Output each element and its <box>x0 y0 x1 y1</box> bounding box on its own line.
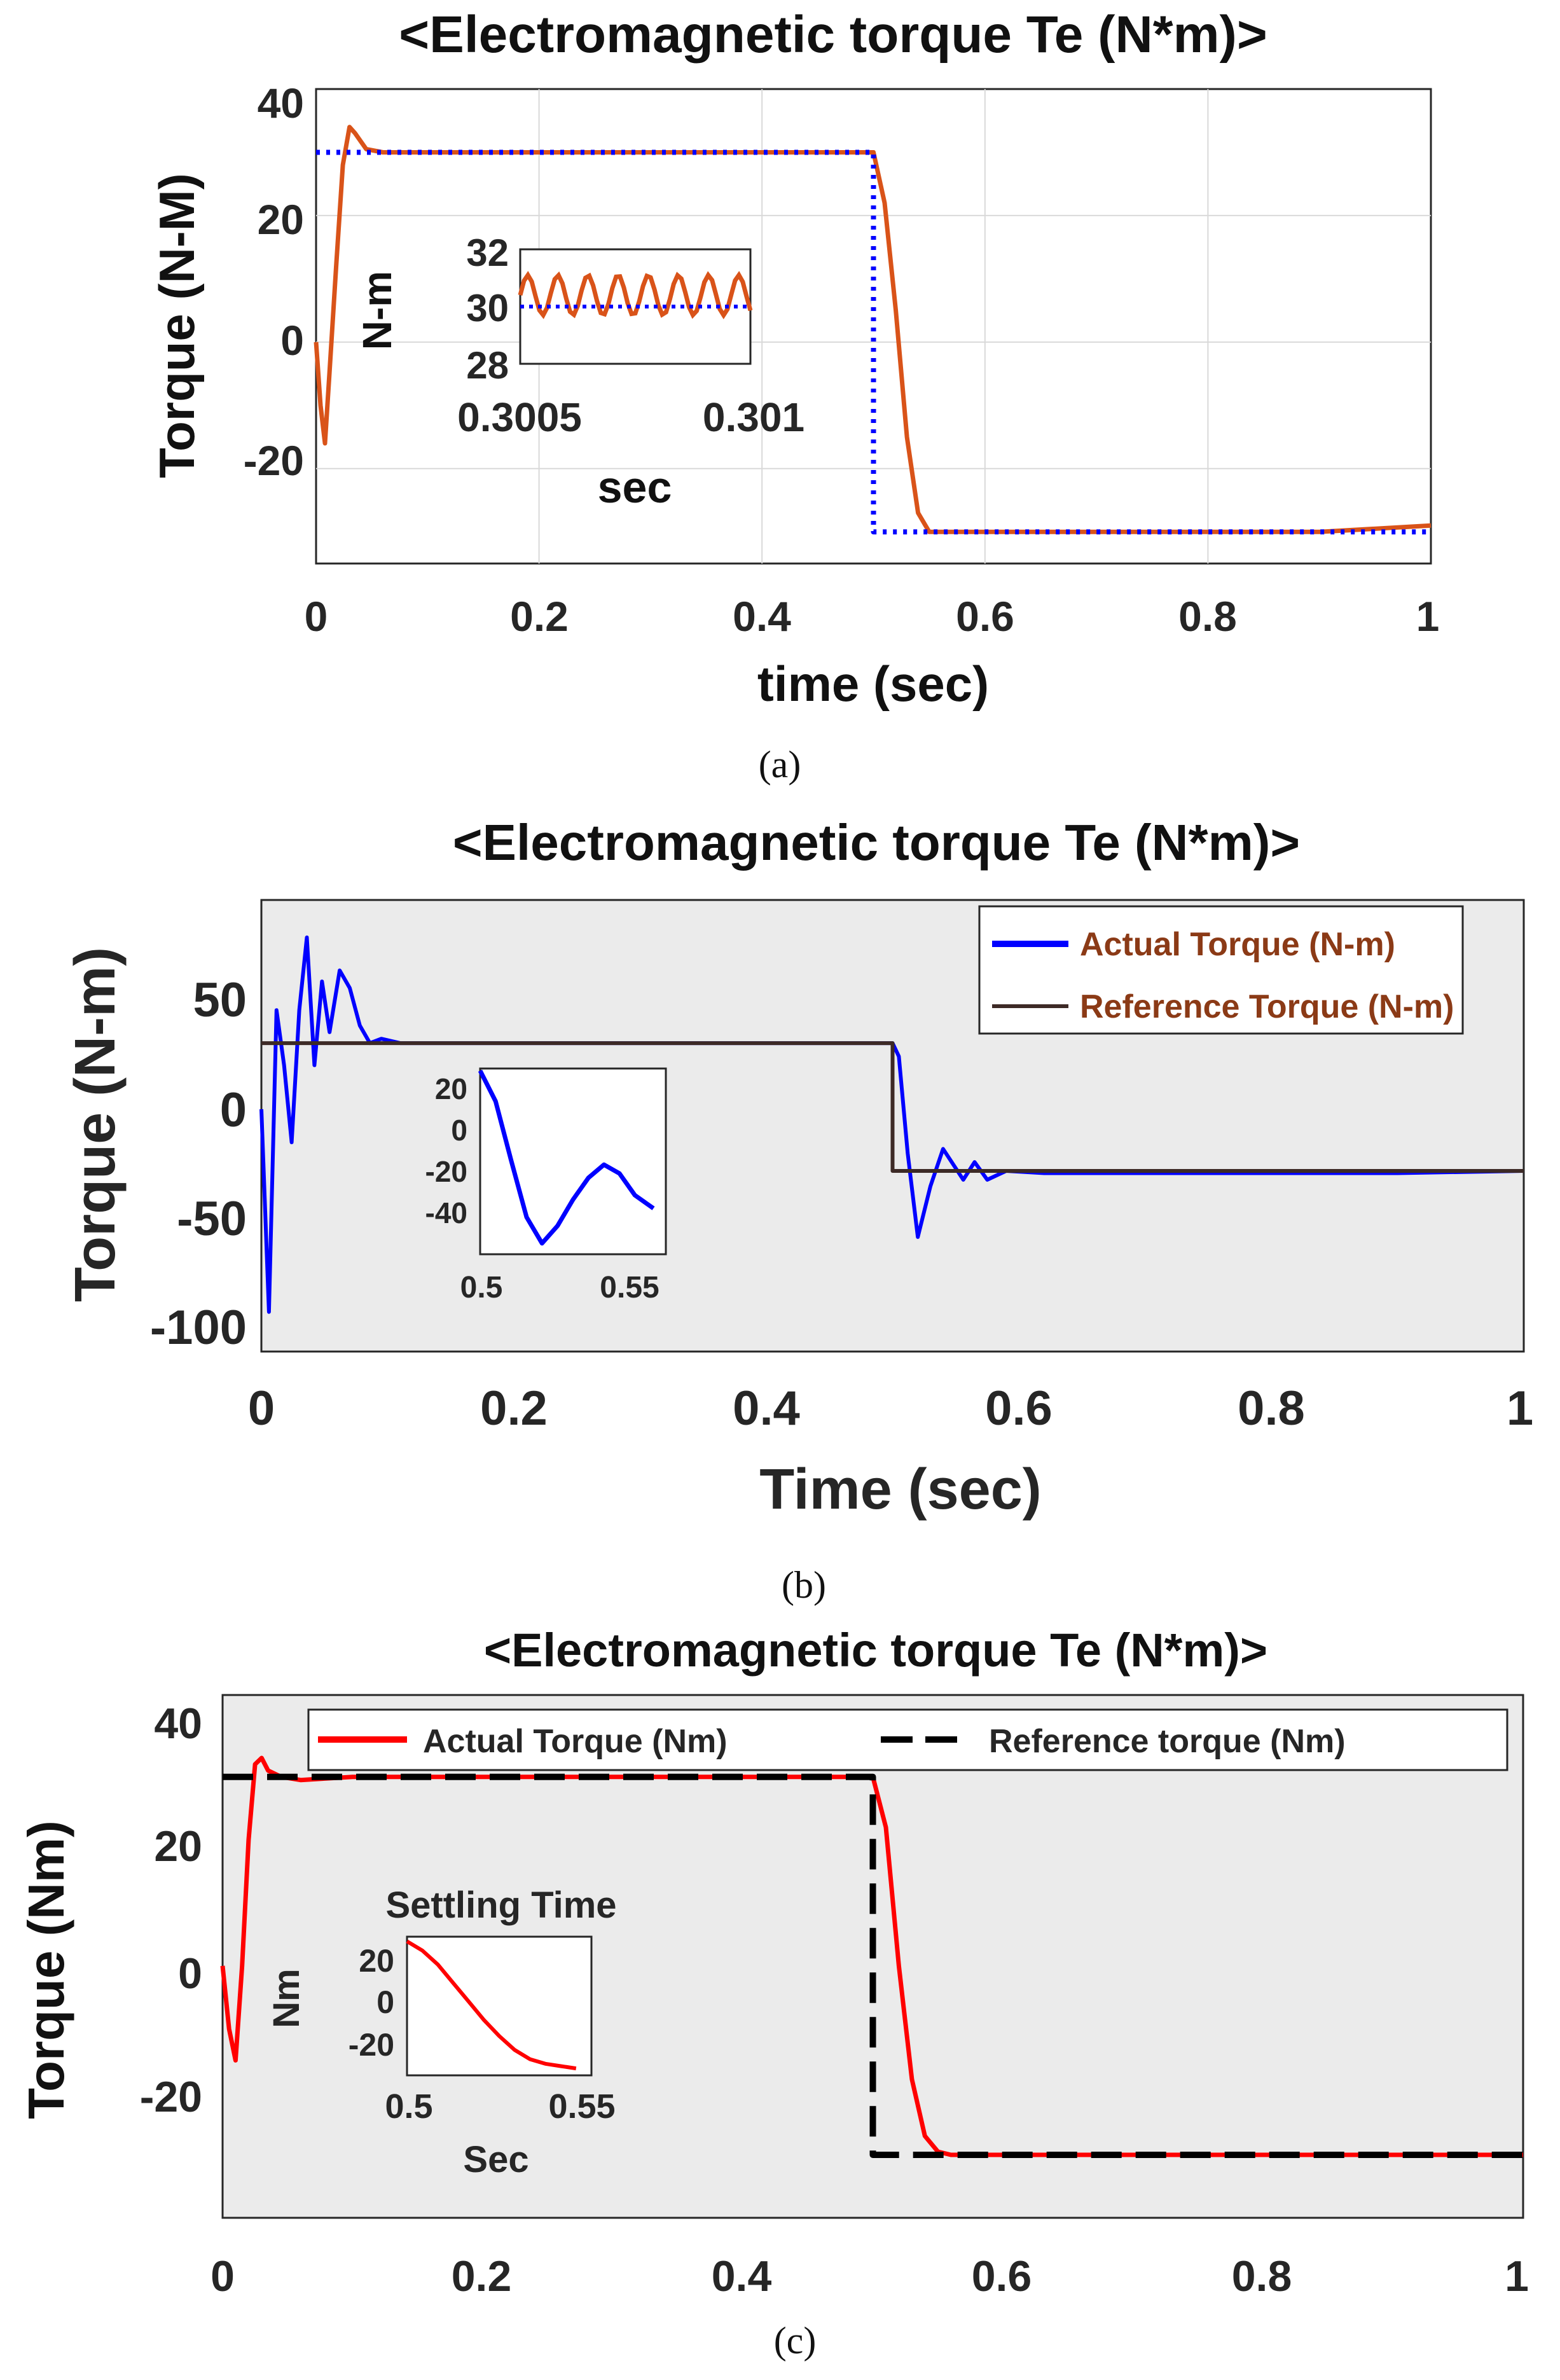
panel-c-inset-actual-line <box>406 1939 577 2071</box>
panel-a-inset-y-tick: 28 <box>466 344 509 387</box>
panel-a-x-tick: 0.2 <box>510 593 569 640</box>
panel-b-y-ticks: 50 0 -50 -100 <box>150 973 247 1355</box>
panel-a-x-tick: 1 <box>1416 593 1440 640</box>
panel-c-inset-x-label: Sec <box>463 2139 528 2180</box>
panel-a-inset-actual-line <box>518 270 753 320</box>
panel-c-legend-label: Reference torque (Nm) <box>989 1723 1346 1760</box>
panel-a-grid <box>316 89 1431 564</box>
panel-b-inset-x-tick: 0.55 <box>600 1271 659 1304</box>
panel-b-inset <box>479 1067 667 1256</box>
panel-a-title: <Electromagnetic torque Te (N*m)> <box>399 6 1267 64</box>
panel-b-caption: (b) <box>782 1564 826 1606</box>
panel-c-inset-y-tick: 20 <box>359 1943 394 1979</box>
panel-b-x-tick: 0.2 <box>480 1381 548 1436</box>
panel-c-y-tick: 20 <box>154 1822 202 1871</box>
panel-b-x-tick: 0.6 <box>985 1381 1053 1436</box>
panel-b-x-tick: 0.8 <box>1238 1381 1305 1436</box>
panel-c-x-tick: 0.8 <box>1232 2252 1292 2300</box>
panel-b-inset-y-tick: 20 <box>435 1072 467 1105</box>
panel-a-x-ticks: 0 0.2 0.4 0.6 0.8 1 <box>305 593 1440 640</box>
panel-b-series-reference-line <box>261 1041 1524 1173</box>
panel-c-y-ticks: 40 20 0 -20 <box>140 1699 202 2121</box>
panel-c-y-label: Torque (Nm) <box>18 1820 74 2119</box>
panel-c-x-tick: 0.4 <box>712 2252 772 2300</box>
panel-c-y-tick: -20 <box>140 2073 202 2121</box>
panel-c-inset-series <box>406 1939 577 2071</box>
panel-b: <Electromagnetic torque Te (N*m)> 0 0.2 … <box>64 814 1533 1606</box>
panel-a-inset-x-tick: 0.301 <box>703 394 804 440</box>
panel-a-x-label: time (sec) <box>757 656 989 712</box>
panel-b-y-label: Torque (N-m) <box>64 947 127 1302</box>
panel-c-series <box>220 1755 1523 2158</box>
panel-c-inset-y-tick: 0 <box>376 1984 394 2020</box>
panel-c-inset-y-label: Nm <box>266 1968 307 2028</box>
panel-b-x-tick: 1 <box>1507 1381 1533 1436</box>
panel-c-y-tick: 40 <box>154 1699 202 1748</box>
panel-c-y-tick: 0 <box>178 1949 202 1998</box>
panel-b-inset-y-tick: -40 <box>425 1196 467 1229</box>
panel-a-inset-y-label: N-m <box>354 271 400 350</box>
panel-b-legend <box>978 905 1464 1035</box>
panel-c-x-tick: 0.2 <box>452 2252 512 2300</box>
panel-c-series-reference-line <box>223 1773 1523 2158</box>
panel-b-x-tick: 0.4 <box>733 1381 800 1436</box>
panel-b-x-label: Time (sec) <box>759 1458 1042 1521</box>
panel-b-x-tick: 0 <box>248 1381 275 1436</box>
panel-b-inset-y-tick: 0 <box>451 1114 467 1147</box>
panel-a-x-tick: 0.8 <box>1178 593 1237 640</box>
panel-a-y-tick: -20 <box>244 437 304 484</box>
panel-c-legend-label: Actual Torque (Nm) <box>423 1723 728 1760</box>
panel-a-y-tick: 20 <box>258 196 304 243</box>
panel-c-inset <box>406 1935 593 2077</box>
panel-c-x-tick: 0 <box>211 2252 235 2300</box>
panel-b-x-ticks: 0 0.2 0.4 0.6 0.8 1 <box>248 1381 1533 1436</box>
panel-b-y-tick: -100 <box>150 1301 247 1355</box>
panel-b-y-tick: 50 <box>193 973 247 1027</box>
panel-b-y-tick: -50 <box>177 1192 247 1246</box>
panel-a-series <box>314 125 1432 535</box>
panel-a-x-tick: 0.4 <box>733 593 791 640</box>
panel-a-y-tick: 0 <box>280 317 304 364</box>
panel-b-legend-label: Actual Torque (N-m) <box>1080 926 1395 963</box>
panel-a-y-ticks: 40 20 0 -20 <box>244 80 304 484</box>
panel-c-x-tick: 1 <box>1505 2252 1529 2300</box>
panel-b-title: <Electromagnetic torque Te (N*m)> <box>453 814 1300 871</box>
panel-c-inset-x-tick: 0.55 <box>548 2087 615 2126</box>
panel-b-y-tick: 0 <box>220 1083 247 1137</box>
panel-c-inset-title: Settling Time <box>385 1885 616 1926</box>
panel-c-inset-x-tick: 0.5 <box>385 2087 432 2126</box>
panel-c: <Electromagnetic torque Te (N*m)> 0 0.2 … <box>18 1624 1529 2362</box>
panel-b-inset-actual-line <box>478 1069 655 1246</box>
panel-a: <Electromagnetic torque Te (N*m)> 0 0.2 … <box>149 6 1439 785</box>
panel-a-inset-x-tick: 0.3005 <box>457 394 582 440</box>
panel-b-legend-label: Reference Torque (N-m) <box>1080 988 1454 1025</box>
panel-c-x-tick: 0.6 <box>972 2252 1032 2300</box>
panel-a-caption: (a) <box>759 744 801 785</box>
panel-a-y-tick: 40 <box>258 80 304 127</box>
panel-a-x-tick: 0 <box>305 593 328 640</box>
panel-b-inset-series <box>478 1069 655 1246</box>
panel-a-inset-y-tick: 32 <box>466 232 509 274</box>
panel-a-inset-x-label: sec <box>598 462 672 512</box>
panel-a-x-tick: 0.6 <box>956 593 1014 640</box>
panel-b-series <box>259 935 1524 1314</box>
panel-b-inset-x-tick: 0.5 <box>460 1271 503 1304</box>
panel-a-inset-series <box>518 270 753 320</box>
panel-c-title: <Electromagnetic torque Te (N*m)> <box>484 1624 1267 1677</box>
panel-a-y-label: Torque (N-M) <box>149 173 205 478</box>
panel-b-inset-y-tick: -20 <box>425 1155 467 1188</box>
panel-c-caption: (c) <box>774 2320 817 2362</box>
panel-c-x-ticks: 0 0.2 0.4 0.6 0.8 1 <box>211 2252 1529 2300</box>
panel-c-inset-y-tick: -20 <box>349 2027 394 2063</box>
panel-a-inset-y-tick: 30 <box>466 287 509 329</box>
